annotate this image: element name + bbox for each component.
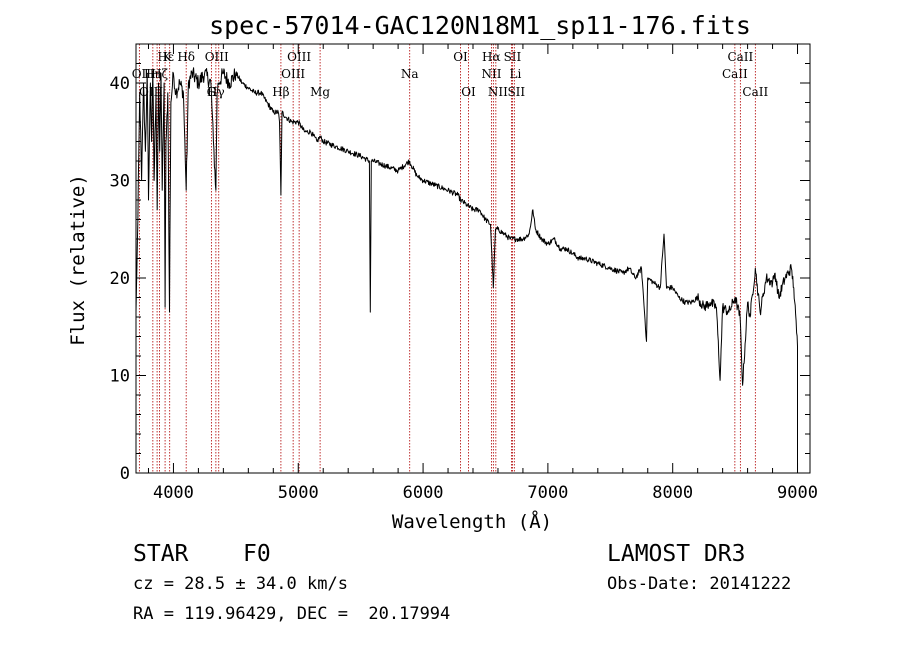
line-label-5: Hζ xyxy=(151,67,168,81)
line-label-25: CaII xyxy=(742,85,768,99)
object-subclass: F0 xyxy=(243,541,271,567)
x-tick-label-4: 8000 xyxy=(652,483,693,503)
line-label-9: Hγ xyxy=(207,85,225,99)
x-tick-label-1: 5000 xyxy=(278,483,319,503)
plot-frame xyxy=(135,43,811,474)
line-label-2: Hδ xyxy=(177,50,195,64)
x-tick-label-0: 4000 xyxy=(153,483,194,503)
line-label-24: CaII xyxy=(727,50,753,64)
line-label-6: OIII xyxy=(205,50,229,64)
coordinates-text: RA = 119.96429, DEC = 20.17994 xyxy=(133,604,451,624)
y-tick-label-1: 10 xyxy=(110,367,130,387)
x-tick-label-5: 9000 xyxy=(777,483,818,503)
line-label-16: OI xyxy=(461,85,476,99)
line-label-18: SII xyxy=(504,50,522,64)
y-tick-label-2: 20 xyxy=(110,269,130,289)
redshift-text: cz = 28.5 ± 34.0 km/s xyxy=(133,574,348,594)
chart-title: spec-57014-GAC120N18M1_sp11-176.fits xyxy=(209,11,751,40)
line-label-23: CaII xyxy=(722,67,748,81)
obs-date-text: Obs-Date: 20141222 xyxy=(607,574,792,594)
y-tick-label-4: 40 xyxy=(110,74,130,94)
line-label-20: Li xyxy=(510,67,522,81)
line-label-7: OIII xyxy=(139,85,163,99)
line-label-14: Na xyxy=(401,67,419,81)
line-label-0: Hε xyxy=(157,50,174,64)
x-tick-label-2: 6000 xyxy=(403,483,444,503)
y-tick-label-0: 0 xyxy=(120,464,130,484)
line-label-1: K xyxy=(163,50,173,64)
spectrum-line-0 xyxy=(135,67,798,472)
line-label-11: OIII xyxy=(287,50,311,64)
ticks-group: 4000 5000 6000 7000 8000 9000 0 10 20 30 40 xyxy=(110,43,818,503)
line-label-3: OII xyxy=(132,67,152,81)
line-label-12: OIII xyxy=(281,67,305,81)
spectrum-group xyxy=(135,67,798,472)
line-label-10: Hβ xyxy=(272,85,289,99)
survey-name: LAMOST DR3 xyxy=(607,541,746,567)
line-label-21: NII xyxy=(488,85,508,99)
object-class: STAR xyxy=(133,541,189,567)
x-axis-label: Wavelength (Å) xyxy=(392,510,552,533)
line-label-19: NII xyxy=(481,67,501,81)
y-axis-label: Flux (relative) xyxy=(67,174,89,346)
line-label-15: OI xyxy=(453,50,468,64)
y-tick-label-3: 30 xyxy=(110,172,130,192)
x-tick-label-3: 7000 xyxy=(527,483,568,503)
line-label-22: SII xyxy=(507,85,525,99)
line-label-13: Mg xyxy=(310,85,330,99)
